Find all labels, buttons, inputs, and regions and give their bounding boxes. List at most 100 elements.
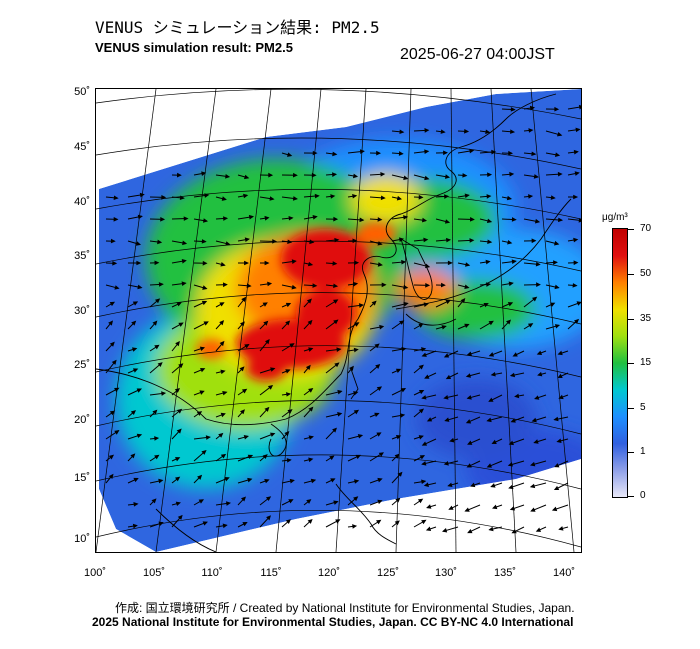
wind-arrow-head <box>332 427 338 433</box>
colorbar-tick-5: 5 <box>640 402 646 413</box>
wind-arrow-head <box>421 441 428 446</box>
wind-arrow-head <box>377 499 383 505</box>
wind-arrow-head <box>483 302 489 308</box>
wind-arrow-head <box>309 239 315 245</box>
wind-arrow-head <box>285 519 291 525</box>
wind-arrow-head <box>175 476 181 482</box>
wind-arrow-head <box>533 174 539 179</box>
wind-arrow-head <box>443 395 449 400</box>
wind-arrow-head <box>225 241 231 246</box>
wind-arrow-head <box>352 238 358 244</box>
wind-arrow-head <box>224 477 230 482</box>
wind-arrow-head <box>349 365 354 372</box>
wind-arrow-head <box>529 461 536 467</box>
wind-arrow-head <box>553 260 558 265</box>
wind-arrow-head <box>514 393 520 399</box>
wind-arrow-head <box>396 195 403 201</box>
wind-arrow-head <box>154 436 160 441</box>
forecast-timestamp: 2025-06-27 04:00JST <box>400 46 555 63</box>
wind-arrow-head <box>395 368 402 374</box>
wind-arrow-head <box>530 507 536 512</box>
wind-arrow-head <box>506 195 513 201</box>
wind-arrow-head <box>425 282 431 288</box>
wind-arrow-head <box>239 366 245 372</box>
lon-label-125: 125˚ <box>376 567 400 579</box>
lon-label-130: 130˚ <box>434 567 458 579</box>
wind-arrow-head <box>353 281 359 287</box>
wind-arrow-head <box>511 529 517 534</box>
wind-arrow-head <box>109 410 116 416</box>
lat-label-35: 35˚ <box>74 250 90 262</box>
wind-arrow-head <box>181 281 187 286</box>
wind-arrow-head <box>306 298 312 304</box>
wind-arrow-head <box>354 260 360 266</box>
wind-arrow-head <box>308 406 314 412</box>
wind-arrow-head <box>329 455 335 461</box>
wind-arrow-head <box>377 477 383 483</box>
lon-label-135: 135˚ <box>493 567 517 579</box>
wind-arrow-head <box>154 454 160 460</box>
wind-arrow-head <box>421 347 427 352</box>
wind-arrow-head <box>359 149 365 154</box>
wind-arrow-head <box>314 193 320 199</box>
wind-arrow-head <box>174 388 180 393</box>
wind-arrow-head <box>467 440 473 445</box>
wind-arrow-head <box>529 483 536 489</box>
wind-arrow-head <box>508 150 514 156</box>
wind-arrow-head <box>287 239 293 245</box>
wind-arrow-head <box>573 318 580 324</box>
wind-arrow-head <box>220 453 227 459</box>
wind-arrow-head <box>397 471 403 477</box>
wind-arrow-head <box>418 435 424 440</box>
lon-label-100: 100˚ <box>83 567 107 579</box>
wind-arrow-head <box>510 418 516 423</box>
wind-arrow-head <box>336 347 342 352</box>
wind-arrow-head <box>225 174 231 179</box>
wind-arrow-head <box>272 239 278 244</box>
wind-arrow-head <box>444 174 451 179</box>
wind-arrow-head <box>554 152 561 157</box>
wind-arrow-head <box>219 320 225 326</box>
wind-arrow-head <box>421 352 427 357</box>
wind-arrow-head <box>533 439 539 444</box>
wind-arrow-head <box>291 259 297 264</box>
wind-arrow-head <box>334 237 340 243</box>
wind-arrow-head <box>359 217 365 223</box>
wind-arrow-head <box>264 260 270 266</box>
lon-label-120: 120˚ <box>317 567 341 579</box>
wind-arrow-head <box>394 453 400 459</box>
wind-arrow-head <box>446 237 452 243</box>
wind-arrow-head <box>289 478 295 484</box>
wind-arrow-head <box>418 390 425 395</box>
colorbar <box>612 228 628 498</box>
wind-arrow-head <box>292 172 298 178</box>
wind-arrow-head <box>508 281 514 287</box>
wind-arrow-head <box>558 394 564 400</box>
wind-arrow-head <box>197 474 203 480</box>
wind-arrow-head <box>196 411 203 416</box>
wind-arrow-head <box>528 128 534 133</box>
wind-arrow-head <box>553 485 560 490</box>
wind-arrow-head <box>573 149 579 155</box>
wind-arrow-head <box>464 193 470 199</box>
wind-arrow-head <box>488 397 494 402</box>
wind-arrow-head <box>333 319 339 325</box>
wind-arrow-head <box>376 519 382 525</box>
wind-arrow-head <box>443 353 450 358</box>
wind-arrow-head <box>307 261 314 267</box>
wind-arrow-head <box>557 373 563 379</box>
wind-arrow-head <box>447 260 453 266</box>
wind-arrow-head <box>113 195 119 201</box>
wind-arrow-head <box>576 301 581 306</box>
wind-arrow-head <box>130 453 136 459</box>
wind-arrow-head <box>465 262 471 267</box>
wind-arrow-head <box>352 524 358 529</box>
wind-arrow-head <box>509 372 516 378</box>
wind-arrow-head <box>355 454 361 460</box>
wind-arrow-head <box>470 482 476 488</box>
wind-arrow-head <box>399 129 405 135</box>
wind-arrow-head <box>536 282 541 288</box>
wind-arrow-head <box>154 260 160 266</box>
wind-arrow-head <box>462 173 468 178</box>
wind-arrow-head <box>333 500 339 505</box>
